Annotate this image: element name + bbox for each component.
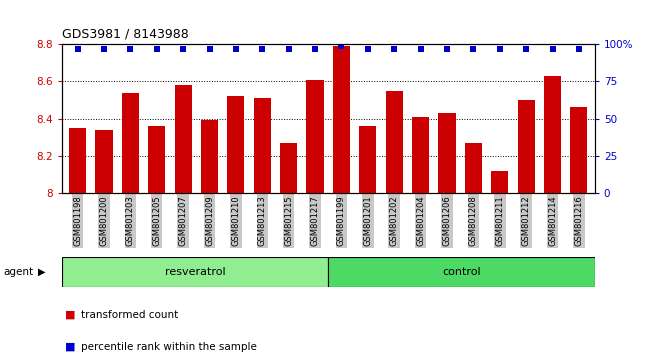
- Point: [72, 46, 83, 52]
- Point: [521, 46, 531, 52]
- Text: resveratrol: resveratrol: [164, 267, 226, 277]
- Point: [257, 46, 268, 52]
- Point: [574, 46, 584, 52]
- Point: [125, 46, 136, 52]
- Text: GDS3981 / 8143988: GDS3981 / 8143988: [62, 28, 188, 41]
- Point: [283, 46, 294, 52]
- Point: [99, 46, 109, 52]
- Bar: [307, 80, 324, 193]
- Bar: [465, 143, 482, 193]
- Text: ■: ■: [65, 342, 75, 352]
- Bar: [544, 76, 561, 193]
- Text: ■: ■: [65, 310, 75, 320]
- Text: ▶: ▶: [38, 267, 46, 277]
- Bar: [280, 143, 297, 193]
- Bar: [359, 126, 376, 193]
- Bar: [69, 128, 86, 193]
- Point: [204, 46, 214, 52]
- Point: [151, 46, 162, 52]
- Text: percentile rank within the sample: percentile rank within the sample: [81, 342, 257, 352]
- Bar: [254, 98, 271, 193]
- Bar: [385, 91, 403, 193]
- Point: [336, 43, 346, 48]
- Bar: [175, 85, 192, 193]
- Point: [547, 46, 558, 52]
- Bar: [201, 120, 218, 193]
- Bar: [148, 126, 165, 193]
- Bar: [438, 113, 456, 193]
- Point: [415, 46, 426, 52]
- Point: [495, 46, 505, 52]
- Point: [389, 46, 399, 52]
- Point: [310, 46, 320, 52]
- Bar: [96, 130, 112, 193]
- Bar: [412, 117, 429, 193]
- Bar: [122, 93, 139, 193]
- Text: control: control: [442, 267, 481, 277]
- Bar: [491, 171, 508, 193]
- Bar: [333, 46, 350, 193]
- Text: transformed count: transformed count: [81, 310, 179, 320]
- Bar: [62, 257, 328, 287]
- Bar: [517, 100, 535, 193]
- Point: [178, 46, 188, 52]
- Point: [442, 46, 452, 52]
- Bar: [570, 107, 588, 193]
- Point: [363, 46, 373, 52]
- Text: agent: agent: [3, 267, 33, 277]
- Bar: [328, 257, 595, 287]
- Bar: [227, 96, 244, 193]
- Point: [468, 46, 478, 52]
- Point: [231, 46, 241, 52]
